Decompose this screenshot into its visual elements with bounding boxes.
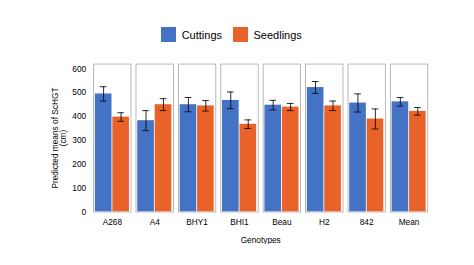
svg-text:Mean: Mean xyxy=(399,217,420,227)
svg-text:400: 400 xyxy=(72,111,86,121)
svg-text:A268: A268 xyxy=(103,217,123,227)
svg-text:842: 842 xyxy=(360,217,374,227)
svg-text:500: 500 xyxy=(72,87,86,97)
svg-text:100: 100 xyxy=(72,182,86,192)
svg-text:600: 600 xyxy=(72,63,86,73)
svg-text:200: 200 xyxy=(72,158,86,168)
svg-text:Predicted means of ScHGT(cm): Predicted means of ScHGT(cm) xyxy=(50,87,68,188)
svg-text:BHI1: BHI1 xyxy=(230,217,249,227)
svg-text:Beau: Beau xyxy=(272,217,292,227)
html-text:Seedlings: Seedlings xyxy=(253,28,302,41)
svg-text:0: 0 xyxy=(82,206,87,216)
svg-text:H2: H2 xyxy=(319,217,330,227)
svg-text:Genotypes: Genotypes xyxy=(241,234,281,244)
html-text:Cuttings: Cuttings xyxy=(181,28,222,41)
svg-text:BHY1: BHY1 xyxy=(186,217,208,227)
svg-text:300: 300 xyxy=(72,135,86,145)
svg-text:A4: A4 xyxy=(150,217,161,227)
